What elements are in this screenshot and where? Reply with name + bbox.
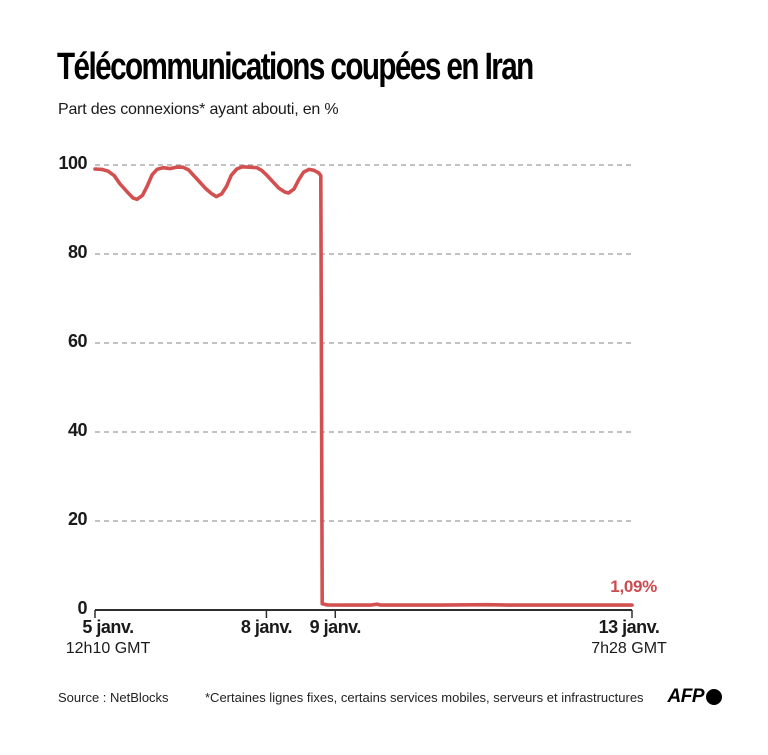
x-tick-time: 7h28 GMT (591, 640, 667, 657)
x-tick-label-3: 13 janv. 7h28 GMT (591, 617, 667, 658)
y-tick-label-100: 100 (58, 153, 87, 173)
y-tick-label-80: 80 (67, 242, 88, 262)
y-tick-label-60: 60 (67, 331, 88, 351)
footnote: *Certaines lignes fixes, certains servic… (205, 690, 644, 705)
x-tick-date: 5 janv. (82, 617, 134, 637)
last-value-label: 1,09% (610, 577, 657, 596)
afp-logo: AFP (667, 686, 722, 708)
page-title: Télécommunications coupées en Iran (57, 46, 534, 88)
x-tick-label-1: 8 janv. (240, 617, 293, 638)
y-tick-label-20: 20 (67, 509, 88, 529)
afp-logo-dot-icon (706, 689, 722, 705)
x-tick-date: 13 janv. (598, 617, 660, 637)
x-tick-label-0: 5 janv. 12h10 GMT (66, 617, 150, 658)
x-tick-label-2: 9 janv. (309, 617, 362, 638)
afp-logo-text: AFP (667, 686, 705, 707)
data-line (93, 165, 634, 607)
y-tick-label-0: 0 (77, 598, 87, 618)
x-tick-date: 9 janv. (309, 617, 362, 637)
source-label: Source : NetBlocks (58, 690, 169, 705)
chart-subtitle: Part des connexions* ayant abouti, en % (58, 101, 339, 118)
x-tick-time: 12h10 GMT (65, 640, 151, 657)
x-tick-date: 8 janv. (240, 617, 293, 637)
y-tick-label-40: 40 (67, 420, 88, 440)
